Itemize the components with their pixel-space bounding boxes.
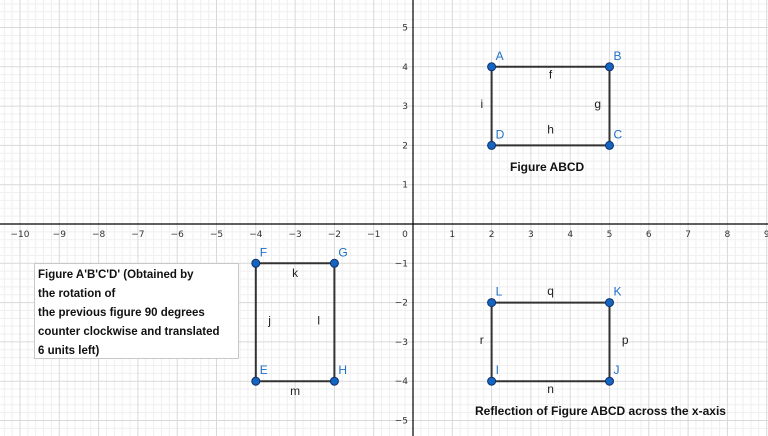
y-tick-label: −5 — [395, 417, 408, 427]
x-tick-label: −4 — [249, 230, 263, 240]
segment-label: m — [290, 384, 300, 398]
x-tick-label: 9 — [764, 230, 768, 240]
vertex-label: I — [496, 363, 499, 377]
vertex-label: F — [260, 245, 267, 259]
segment-label: f — [549, 68, 553, 82]
vertex-point[interactable] — [487, 298, 497, 308]
vertex-point[interactable] — [605, 376, 614, 386]
vertex-label: E — [260, 363, 268, 377]
vertex-label: L — [496, 285, 503, 299]
vertex-point[interactable] — [329, 258, 339, 268]
segment-label: h — [547, 123, 554, 137]
x-tick-label: 8 — [725, 230, 731, 240]
textbox-line: the previous figure 90 degrees — [38, 307, 205, 319]
textbox-line: counter clockwise and translated — [38, 326, 220, 338]
vertex-label: B — [614, 49, 622, 63]
x-tick-label: −1 — [367, 230, 380, 240]
x-tick-label: 6 — [646, 230, 652, 240]
segment-label: j — [267, 313, 271, 327]
segment-label: p — [622, 333, 629, 347]
vertex-point[interactable] — [605, 298, 614, 308]
segment-label: k — [292, 266, 299, 280]
textbox-line: 6 units left) — [38, 345, 100, 357]
y-tick-label: 2 — [402, 141, 408, 151]
vertex-label: D — [496, 127, 505, 141]
y-tick-label: 3 — [402, 102, 408, 112]
caption-figure-abcd: Figure ABCD — [510, 160, 585, 174]
x-tick-label: 1 — [449, 230, 455, 240]
x-tick-label: 4 — [567, 230, 573, 240]
vertex-label: H — [338, 363, 347, 377]
segment-label: l — [317, 313, 320, 327]
vertex-label: J — [614, 363, 620, 377]
vertex-point[interactable] — [251, 258, 261, 268]
y-tick-labels: 5 4 3 2 1 −1 −2 −3 −4 −5 — [395, 24, 409, 427]
rotation-description-textbox[interactable]: Figure A'B'C'D' (Obtained by the rotatio… — [34, 263, 239, 359]
vertex-point[interactable] — [487, 376, 497, 386]
x-tick-label: 2 — [489, 230, 495, 240]
segment-labels: f g h i k l m j q p n r — [267, 68, 629, 398]
x-tick-label: −5 — [210, 230, 223, 240]
y-tick-label: −2 — [395, 299, 408, 309]
y-tick-label: 4 — [402, 63, 408, 73]
segment-label: n — [547, 382, 554, 396]
vertex-point[interactable] — [487, 62, 497, 72]
x-tick-label: −2 — [328, 230, 341, 240]
x-tick-labels: −10 −9 −8 −7 −6 −5 −4 −3 −2 −1 0 1 2 3 4 5 6 7 8 9 — [11, 230, 768, 240]
x-tick-label: 3 — [528, 230, 534, 240]
x-tick-label: 7 — [685, 230, 691, 240]
vertex-point[interactable] — [605, 62, 614, 72]
vertex-points — [251, 62, 614, 386]
y-tick-label: 5 — [402, 24, 408, 34]
vertex-label: C — [614, 127, 623, 141]
vertex-labels: A B C D F G H E L K J I — [260, 49, 623, 377]
segment-label: g — [594, 97, 601, 111]
y-tick-label: −3 — [395, 338, 408, 348]
x-tick-label: 0 — [402, 230, 408, 240]
caption-reflection: Reflection of Figure ABCD across the x-a… — [475, 404, 726, 418]
vertex-point[interactable] — [251, 376, 261, 386]
vertex-point[interactable] — [605, 140, 614, 150]
textbox-line: the rotation of — [38, 288, 116, 300]
vertex-label: A — [496, 49, 504, 63]
textbox-line: Figure A'B'C'D' (Obtained by — [38, 269, 194, 281]
vertex-point[interactable] — [487, 140, 497, 150]
vertex-label: G — [338, 245, 347, 259]
x-tick-label: −7 — [131, 230, 144, 240]
x-tick-label: −3 — [288, 230, 301, 240]
x-tick-label: −8 — [92, 230, 106, 240]
y-tick-label: 1 — [402, 181, 408, 191]
segment-label: r — [480, 333, 484, 347]
y-tick-label: −1 — [395, 259, 408, 269]
x-tick-label: −9 — [53, 230, 67, 240]
segment-label: q — [547, 284, 554, 298]
x-tick-label: −10 — [11, 230, 30, 240]
vertex-point[interactable] — [329, 376, 339, 386]
vertex-label: K — [614, 285, 622, 299]
segment-label: i — [480, 97, 483, 111]
x-tick-label: −6 — [171, 230, 185, 240]
x-tick-label: 5 — [607, 230, 613, 240]
y-tick-label: −4 — [395, 377, 409, 387]
